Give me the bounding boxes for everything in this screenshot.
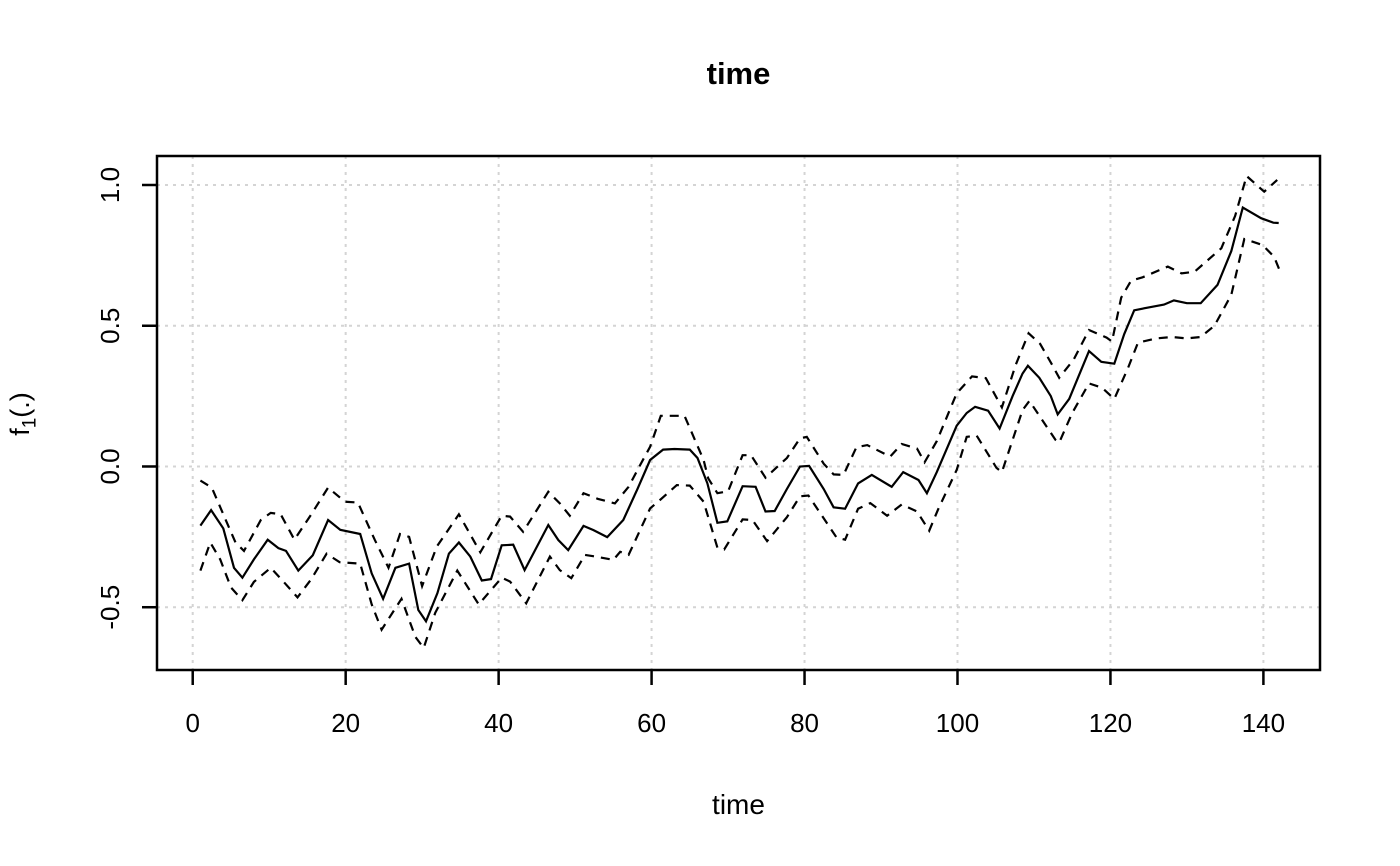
x-axis-ticks: 0 20 40 60 80 100 120 140 <box>185 670 1285 738</box>
series-upper_ci-line <box>199 174 1278 590</box>
x-tick-label: 120 <box>1089 708 1132 738</box>
x-tick-label: 20 <box>331 708 360 738</box>
series-lower_ci-line <box>199 237 1281 651</box>
series-fitted-line <box>199 205 1279 624</box>
y-tick-label: 0.0 <box>95 448 125 484</box>
x-tick-label: 140 <box>1242 708 1285 738</box>
x-tick-label: 0 <box>185 708 199 738</box>
x-tick-label: 40 <box>484 708 513 738</box>
y-tick-label: 0.5 <box>95 308 125 344</box>
x-tick-label: 100 <box>936 708 979 738</box>
x-tick-label: 60 <box>637 708 666 738</box>
y-axis-title-suffix: (.) <box>5 392 35 418</box>
gridlines <box>157 156 1320 670</box>
y-axis-ticks: -0.5 0.0 0.5 1.0 <box>95 167 157 630</box>
y-axis-title: f1(.) <box>5 314 40 514</box>
y-tick-label: -0.5 <box>95 585 125 630</box>
y-axis-title-subscript: 1 <box>19 417 41 429</box>
y-axis-title-prefix: f <box>5 428 35 436</box>
x-tick-label: 80 <box>790 708 819 738</box>
x-axis-title: time <box>712 789 765 820</box>
y-tick-label: 1.0 <box>95 167 125 203</box>
chart-title: time <box>706 56 771 91</box>
plot-border <box>155 154 1322 672</box>
